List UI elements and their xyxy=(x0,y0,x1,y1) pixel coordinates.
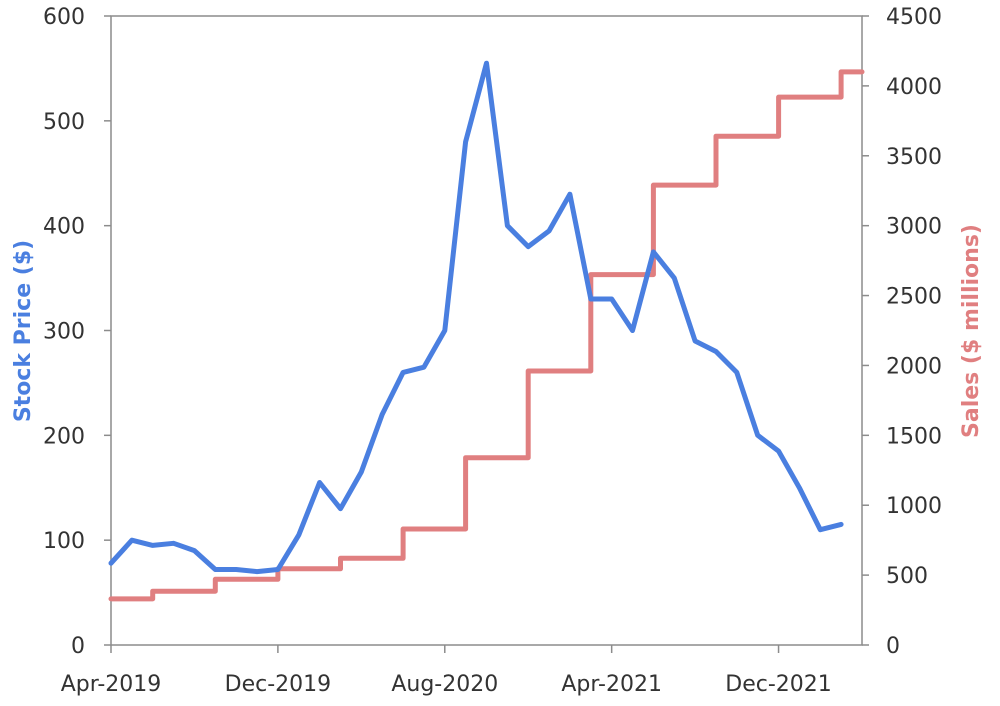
y-tick-label: 300 xyxy=(43,320,85,345)
y2-tick-label: 3500 xyxy=(886,145,942,170)
y2-tick-label: 3000 xyxy=(886,215,942,240)
y-tick-label: 0 xyxy=(71,634,85,659)
y2-tick-label: 1000 xyxy=(886,494,942,519)
stock-price-line xyxy=(108,60,844,575)
y2-tick-label: 4500 xyxy=(886,5,942,30)
x-tick-label: Aug-2020 xyxy=(391,672,498,697)
y2-axis-title: Sales ($ millions) xyxy=(959,224,984,438)
y2-tick-label: 1500 xyxy=(886,424,942,449)
x-axis-ticks: Apr-2019 Dec-2019 Aug-2020 Apr-2021 Dec-2021 xyxy=(61,645,832,697)
x-tick-label: Dec-2021 xyxy=(725,672,832,697)
plot-border xyxy=(110,15,863,646)
x-tick-label: Dec-2019 xyxy=(225,672,332,697)
series-layer xyxy=(108,60,865,602)
x-tick-label: Apr-2021 xyxy=(561,672,662,697)
plot-frame xyxy=(110,15,863,646)
y2-tick-label: 0 xyxy=(886,634,900,659)
y-tick-label: 600 xyxy=(43,5,85,30)
y2-tick-label: 4000 xyxy=(886,75,942,100)
y2-axis-ticks: 0 500 1000 1500 2000 2500 3000 3500 4000 4500 xyxy=(862,5,942,659)
x-tick-label: Apr-2019 xyxy=(61,672,162,697)
y-tick-label: 100 xyxy=(43,529,85,554)
y2-tick-label: 2500 xyxy=(886,285,942,310)
y2-tick-label: 2000 xyxy=(886,354,942,379)
y2-tick-label: 500 xyxy=(886,564,928,589)
y-tick-label: 200 xyxy=(43,424,85,449)
y-axis-ticks: 0 100 200 300 400 500 600 xyxy=(43,5,111,659)
y-tick-label: 400 xyxy=(43,215,85,240)
y-tick-label: 500 xyxy=(43,110,85,135)
y-axis-title: Stock Price ($) xyxy=(11,240,36,422)
sales-step-line xyxy=(108,69,865,602)
